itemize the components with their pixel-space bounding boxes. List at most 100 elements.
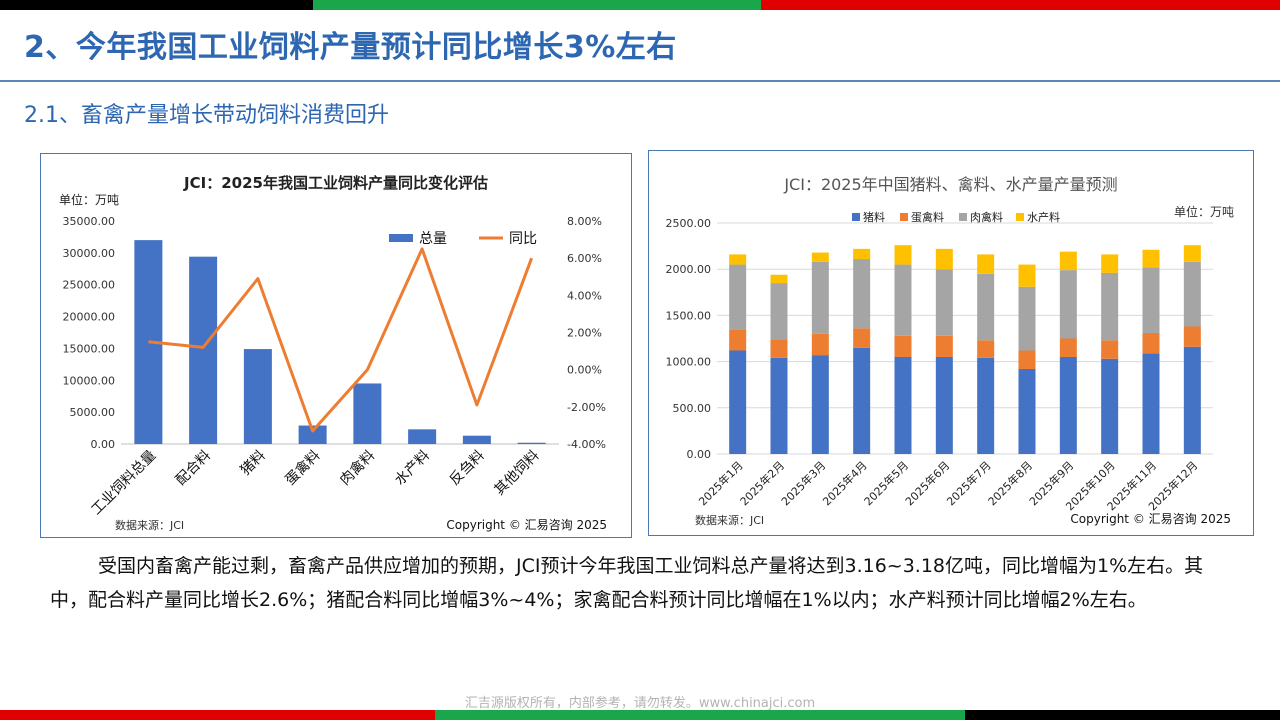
chart2-bar-segment bbox=[811, 333, 829, 356]
chart2-bar-segment bbox=[1183, 346, 1201, 454]
chart1-left-tick: 30000.00 bbox=[63, 247, 116, 260]
chart2-bar-segment bbox=[1018, 350, 1036, 369]
chart2-bar-segment bbox=[1142, 353, 1160, 454]
top-stripe-green bbox=[313, 0, 761, 10]
chart2-bar-segment bbox=[853, 259, 871, 329]
chart2-bar-segment bbox=[770, 339, 788, 358]
chart2-bar-segment bbox=[1059, 356, 1077, 454]
chart1-category-label: 其他饲料 bbox=[492, 448, 543, 499]
chart2-legend-swatch bbox=[959, 213, 967, 221]
chart1-source: 数据来源：JCI bbox=[115, 518, 184, 532]
chart1-right-tick: 6.00% bbox=[567, 252, 602, 265]
chart1-right-tick: -4.00% bbox=[567, 438, 606, 451]
chart2-bar-segment bbox=[853, 328, 871, 348]
chart2-copyright: Copyright © 汇易咨询 2025 bbox=[1070, 511, 1231, 526]
slide-title: 2、今年我国工业饲料产量预计同比增长3%左右 bbox=[24, 30, 677, 65]
chart1-left-tick: 35000.00 bbox=[63, 215, 116, 228]
chart1-legend-line-label: 同比 bbox=[509, 231, 537, 247]
chart2-bar-segment bbox=[1018, 286, 1036, 351]
chart1-copyright: Copyright © 汇易咨询 2025 bbox=[446, 517, 607, 532]
chart2-bar-segment bbox=[1142, 249, 1160, 268]
chart2-title: JCI：2025年中国猪料、禽料、水产量产量预测 bbox=[783, 175, 1117, 194]
chart2-bar-segment bbox=[1142, 267, 1160, 333]
chart1-left-tick: 25000.00 bbox=[63, 279, 116, 292]
title-bar bbox=[0, 10, 1280, 82]
chart2-bar-segment bbox=[729, 254, 747, 265]
chart2-bar-segment bbox=[1183, 326, 1201, 347]
chart1-right-tick: 0.00% bbox=[567, 364, 602, 377]
body-paragraph: 受国内畜禽产能过剩，畜禽产品供应增加的预期，JCI预计今年我国工业饲料总产量将达… bbox=[50, 555, 1204, 611]
bottom-stripe-green bbox=[435, 710, 965, 720]
chart1-left-tick: 0.00 bbox=[91, 438, 116, 451]
chart2-bar-segment bbox=[1183, 245, 1201, 262]
chart2-bar-segment bbox=[894, 356, 912, 454]
chart2-legend-label: 猪料 bbox=[863, 210, 885, 224]
chart2-bar-segment bbox=[1059, 270, 1077, 339]
chart1-legend-bar-swatch bbox=[389, 234, 413, 242]
chart2-unit-label: 单位：万吨 bbox=[1174, 204, 1234, 219]
chart2-bar-segment bbox=[1101, 340, 1119, 359]
chart2-bar-segment bbox=[853, 347, 871, 454]
chart2-legend-swatch bbox=[900, 213, 908, 221]
chart2-bar-segment bbox=[1101, 272, 1119, 341]
chart1-category-label: 水产料 bbox=[392, 448, 433, 489]
chart2-bar-segment bbox=[811, 355, 829, 454]
chart2-bar-segment bbox=[977, 340, 995, 358]
chart2-bar-segment bbox=[1018, 264, 1036, 287]
chart2-bar-segment bbox=[1018, 368, 1036, 454]
chart1-left-tick: 15000.00 bbox=[63, 342, 116, 355]
chart2-bar-segment bbox=[894, 245, 912, 265]
chart1-left-tick: 20000.00 bbox=[63, 311, 116, 324]
chart1-bar bbox=[462, 435, 491, 444]
chart2-bar-segment bbox=[729, 329, 747, 351]
bottom-stripe-black bbox=[965, 710, 1280, 720]
chart2-bar-segment bbox=[935, 356, 953, 454]
chart1-legend-bar-label: 总量 bbox=[419, 231, 447, 247]
chart1-category-label: 猪料 bbox=[238, 448, 269, 479]
chart1-unit-label: 单位：万吨 bbox=[59, 192, 119, 207]
chart1-left-tick: 10000.00 bbox=[63, 374, 116, 387]
chart2-bar-segment bbox=[729, 350, 747, 454]
chart1-right-tick: -2.00% bbox=[567, 401, 606, 414]
footer-note: 汇吉源版权所有，内部参考，请勿转发。www.chinajci.com bbox=[464, 696, 816, 711]
chart2-y-tick: 1000.00 bbox=[666, 356, 712, 369]
chart2-bar-segment bbox=[729, 264, 747, 330]
chart2-bar-segment bbox=[1059, 338, 1077, 357]
chart1-left-tick: 5000.00 bbox=[70, 406, 116, 419]
chart2-bar-segment bbox=[1183, 261, 1201, 327]
chart1-bar bbox=[353, 383, 382, 444]
chart2-y-tick: 2000.00 bbox=[666, 263, 712, 276]
chart1-right-tick: 4.00% bbox=[567, 289, 602, 302]
chart2-legend-label: 肉禽料 bbox=[970, 210, 1003, 224]
chart2-legend-swatch bbox=[1016, 213, 1024, 221]
chart1-title: JCI：2025年我国工业饲料产量同比变化评估 bbox=[183, 174, 488, 192]
chart2-bar-segment bbox=[935, 335, 953, 357]
chart2-source: 数据来源：JCI bbox=[695, 513, 764, 527]
chart2-y-tick: 0.00 bbox=[687, 448, 712, 461]
chart2-bar-segment bbox=[935, 248, 953, 270]
chart2-bar-segment bbox=[770, 357, 788, 454]
chart2-legend-label: 蛋禽料 bbox=[911, 210, 944, 224]
chart2-y-tick: 500.00 bbox=[673, 402, 712, 415]
chart2-bar-segment bbox=[977, 357, 995, 454]
chart2-bar-segment bbox=[935, 269, 953, 336]
chart1-category-label: 反刍料 bbox=[447, 448, 488, 489]
chart2-bar-segment bbox=[977, 254, 995, 274]
chart1-category-label: 配合料 bbox=[173, 448, 214, 489]
chart1-line-series bbox=[148, 247, 534, 433]
chart1-category-label: 工业饲料总量 bbox=[88, 448, 159, 519]
top-stripe-red bbox=[761, 0, 1280, 10]
chart1-bar bbox=[408, 429, 437, 444]
chart1-category-label: 蛋禽料 bbox=[282, 447, 324, 489]
chart1-bar bbox=[189, 256, 218, 444]
chart2-legend-label: 水产料 bbox=[1027, 210, 1060, 224]
chart2-y-tick: 1500.00 bbox=[666, 309, 712, 322]
chart2-bar-segment bbox=[770, 274, 788, 284]
chart2-bar-segment bbox=[1101, 254, 1119, 273]
chart-feed-yoy: JCI：2025年我国工业饲料产量同比变化评估单位：万吨 0.00 5000.00 1… bbox=[40, 153, 632, 538]
top-stripe-black bbox=[0, 0, 313, 10]
chart1-bar bbox=[298, 425, 327, 444]
chart2-bar-segment bbox=[770, 283, 788, 340]
chart2-bar-segment bbox=[1101, 358, 1119, 454]
